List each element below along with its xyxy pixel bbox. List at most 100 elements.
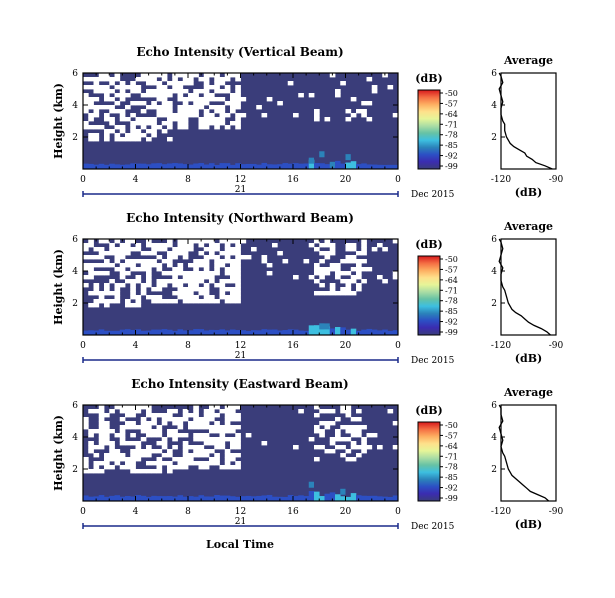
no-data-cell	[98, 405, 105, 410]
no-data-cell	[214, 429, 220, 434]
no-data-cell	[109, 449, 115, 454]
colorbar-label: -71	[445, 120, 458, 129]
echo-cell	[324, 326, 331, 335]
no-data-cell	[83, 461, 89, 466]
no-data-cell	[93, 287, 100, 292]
no-data-cell	[193, 239, 199, 244]
colorbar-label: -57	[445, 431, 458, 440]
no-data-cell	[350, 429, 357, 434]
no-data-cell	[125, 93, 131, 98]
no-data-cell	[214, 121, 220, 126]
no-data-cell	[161, 445, 168, 450]
no-data-cell	[135, 303, 142, 308]
no-data-cell	[219, 97, 226, 102]
no-data-cell	[345, 429, 352, 434]
no-data-cell	[230, 295, 236, 300]
no-data-cell	[177, 421, 184, 426]
no-data-cell	[230, 429, 236, 434]
no-data-cell	[214, 283, 220, 288]
no-data-cell	[156, 465, 163, 470]
no-data-cell	[314, 117, 320, 122]
no-data-cell	[345, 425, 352, 430]
no-data-cell	[83, 101, 89, 106]
no-data-cell	[83, 93, 89, 98]
no-data-cell	[125, 85, 131, 90]
no-data-cell	[156, 433, 163, 438]
no-data-cell	[93, 465, 100, 470]
no-data-cell	[130, 287, 136, 292]
no-data-cell	[177, 239, 184, 244]
no-data-cell	[314, 425, 320, 430]
no-data-cell	[83, 267, 89, 272]
no-data-cell	[161, 243, 168, 248]
no-data-cell	[146, 259, 152, 264]
no-data-cell	[345, 437, 352, 442]
no-data-cell	[119, 85, 126, 90]
no-data-cell	[251, 247, 257, 252]
no-data-cell	[146, 469, 152, 474]
no-data-cell	[230, 425, 236, 430]
echo-cell	[272, 164, 278, 169]
echo-cell	[345, 496, 352, 501]
echo-cell	[293, 496, 299, 501]
no-data-cell	[146, 89, 152, 94]
no-data-cell	[114, 291, 121, 296]
no-data-cell	[203, 247, 210, 252]
no-data-cell	[235, 291, 241, 296]
no-data-cell	[172, 81, 178, 86]
echo-cell	[329, 161, 335, 168]
no-data-cell	[219, 109, 226, 114]
no-data-cell	[324, 421, 331, 426]
x-tick-label: 4	[133, 175, 139, 185]
no-data-cell	[329, 287, 336, 292]
no-data-cell	[114, 133, 121, 138]
no-data-cell	[140, 73, 147, 78]
no-data-cell	[119, 263, 126, 268]
no-data-cell	[109, 429, 115, 434]
no-data-cell	[230, 263, 236, 268]
no-data-cell	[314, 271, 320, 276]
no-data-cell	[182, 279, 189, 284]
no-data-cell	[182, 121, 189, 126]
no-data-cell	[98, 77, 105, 82]
average-frame	[500, 238, 557, 336]
echo-cell	[193, 163, 199, 169]
no-data-cell	[167, 271, 173, 276]
echo-cell	[371, 495, 378, 501]
no-data-cell	[156, 295, 163, 300]
no-data-cell	[119, 251, 126, 256]
no-data-cell	[172, 417, 178, 422]
no-data-cell	[161, 247, 168, 252]
no-data-cell	[214, 73, 220, 78]
colorbar-label: -50	[445, 421, 458, 430]
no-data-cell	[109, 299, 115, 304]
no-data-cell	[198, 291, 205, 296]
no-data-cell	[172, 89, 178, 94]
no-data-cell	[151, 77, 157, 82]
no-data-cell	[350, 267, 357, 272]
average-x-tick-label: -90	[549, 175, 564, 185]
no-data-cell	[135, 117, 142, 122]
colorbar-label: -71	[445, 286, 458, 295]
echo-cell	[261, 162, 268, 169]
no-data-cell	[130, 413, 136, 418]
echo-cell	[282, 496, 289, 501]
y-tick-label: 6	[72, 69, 78, 79]
no-data-cell	[119, 113, 126, 118]
no-data-cell	[93, 299, 100, 304]
no-data-cell	[156, 287, 163, 292]
no-data-cell	[203, 433, 210, 438]
colorbar-label: -71	[445, 452, 458, 461]
no-data-cell	[83, 425, 89, 430]
echo-cell	[109, 495, 115, 501]
no-data-cell	[140, 263, 147, 268]
y-axis-label: Height (km)	[52, 249, 65, 325]
no-data-cell	[109, 97, 115, 102]
no-data-cell	[350, 445, 357, 450]
no-data-cell	[188, 97, 194, 102]
colorbar-label: -92	[445, 484, 458, 493]
average-y-tick-label: 4	[491, 433, 497, 443]
no-data-cell	[203, 421, 210, 426]
